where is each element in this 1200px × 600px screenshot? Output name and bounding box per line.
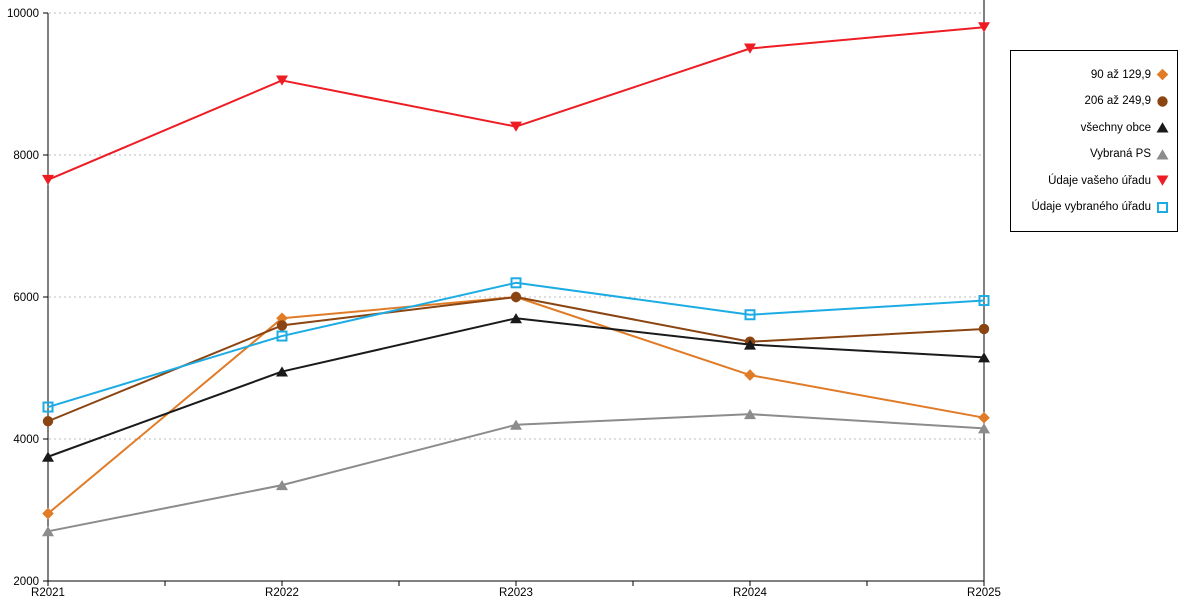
triangle-down-marker-icon (1156, 174, 1169, 187)
legend-item: Vybraná PS (1019, 148, 1169, 161)
legend-label: Vybraná PS (1090, 148, 1151, 161)
legend-label: všechny obce (1080, 121, 1151, 134)
legend-item: Údaje vašeho úřadu (1019, 174, 1169, 187)
legend-item: 90 až 129,9 (1019, 68, 1169, 81)
gridlines (49, 12, 984, 440)
series-1 (42, 291, 990, 427)
series-5 (42, 277, 990, 413)
y-tick-label: 6000 (13, 292, 39, 304)
axes (43, 0, 985, 586)
series-2 (42, 313, 990, 462)
data-series (42, 22, 990, 537)
diamond-marker-icon (1156, 68, 1169, 81)
series-3 (42, 408, 990, 537)
axis-tick-labels: 2000 4000 6000 8000 10000 R2021 R2022 R2023 R202… (7, 8, 1001, 599)
square-open-marker-icon (1156, 201, 1169, 214)
x-tick-label: R2023 (499, 587, 533, 599)
y-tick-label: 4000 (13, 434, 39, 446)
legend-item: 206 až 249,9 (1019, 95, 1169, 108)
x-tick-label: R2021 (31, 587, 65, 599)
circle-marker-icon (1156, 95, 1169, 108)
legend-item: všechny obce (1019, 121, 1169, 134)
y-tick-label: 2000 (13, 576, 39, 588)
legend-label: Údaje vybraného úřadu (1031, 201, 1151, 214)
x-tick-label: R2022 (265, 587, 299, 599)
x-tick-label: R2025 (967, 587, 1001, 599)
series-0 (42, 291, 990, 520)
triangle-up-marker-icon (1156, 121, 1169, 134)
legend-box: 90 až 129,9 206 až 249,9 všechny obce Vy… (1010, 50, 1178, 232)
triangle-up-marker-icon (1156, 148, 1169, 161)
y-tick-label: 8000 (13, 150, 39, 162)
series-4 (42, 22, 990, 186)
legend-label: 206 až 249,9 (1084, 95, 1151, 108)
x-tick-label: R2024 (733, 587, 767, 599)
legend-label: 90 až 129,9 (1090, 68, 1151, 81)
y-tick-label: 10000 (7, 8, 39, 20)
legend-item: Údaje vybraného úřadu (1019, 201, 1169, 214)
legend-label: Údaje vašeho úřadu (1048, 174, 1151, 187)
